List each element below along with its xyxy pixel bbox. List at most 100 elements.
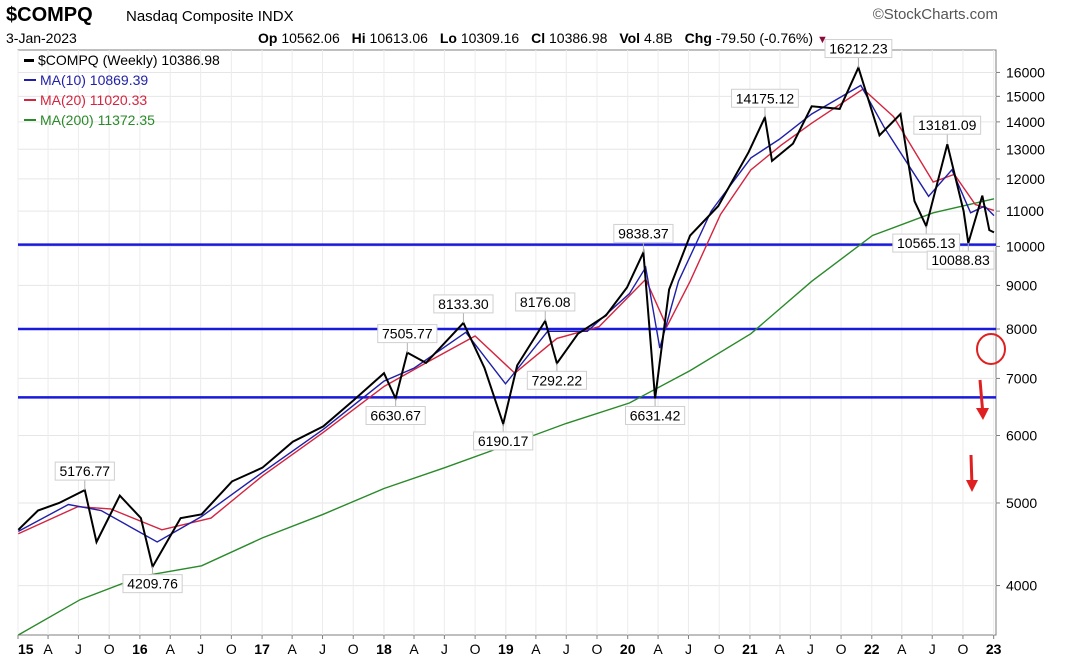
annotation-label: 5176.77 — [59, 463, 110, 479]
x-tick-label: J — [441, 641, 448, 657]
annotation-box — [613, 223, 674, 243]
y-tick-label: 6000 — [1006, 427, 1037, 443]
close-label: Cl — [531, 30, 546, 46]
y-tick-label: 14000 — [1006, 114, 1045, 130]
y-tick-label: 8000 — [1006, 321, 1037, 337]
quote-date: 3-Jan-2023 — [6, 30, 77, 46]
down-triangle-icon: ▼ — [816, 34, 828, 46]
x-tick-label: 19 — [498, 641, 514, 657]
y-tick-label: 12000 — [1006, 171, 1045, 187]
x-tick-label: J — [197, 641, 204, 657]
x-tick-label: O — [104, 641, 115, 657]
legend-ma20: MA(20) 11020.33 — [40, 92, 147, 108]
x-tick-label: J — [563, 641, 570, 657]
low-label: Lo — [439, 30, 457, 46]
x-tick-label: J — [807, 641, 814, 657]
y-tick-label: 16000 — [1006, 64, 1045, 80]
annotation-box — [473, 431, 534, 451]
price-annotations: 5176.77 4209.76 6630.67 7505.77 8133.30 6190.… — [54, 39, 995, 594]
open-value: 10562.06 — [281, 30, 340, 46]
annotation-box — [824, 39, 893, 59]
y-axis: 4000 5000 6000 7000 8000 9000 10000 11000 12000 1… — [996, 64, 1045, 594]
x-tick-label: 17 — [254, 641, 270, 657]
moving-average-line — [17, 84, 995, 543]
high-value: 10613.06 — [369, 30, 428, 46]
annotation-box — [926, 250, 995, 270]
index-name-text: Nasdaq Composite — [126, 8, 254, 25]
ticker-symbol: $COMPQ — [6, 4, 93, 26]
x-axis: 15 A J O 16 A J O 17 A J O 18 A J O 19 A J O 20 A J O 21 A J O 22 A J O… — [17, 635, 1002, 657]
x-tick-label: 22 — [864, 641, 880, 657]
x-tick-label: O — [470, 641, 481, 657]
annotation-box — [892, 233, 961, 253]
x-tick-label: A — [775, 641, 785, 657]
x-tick-label: A — [166, 641, 176, 657]
annotation-box — [54, 461, 115, 481]
annotation-box — [122, 574, 183, 594]
brand-name: StockCharts.com — [883, 6, 998, 23]
change-value: -79.50 (-0.76%) — [715, 30, 814, 46]
annotation-box — [731, 88, 799, 108]
y-tick-label: 15000 — [1006, 88, 1045, 104]
legend-swatch — [24, 59, 34, 62]
high-label: Hi — [351, 30, 366, 46]
open-label: Op — [258, 30, 278, 46]
annotation-box — [624, 405, 686, 425]
x-tick-label: 15 — [18, 641, 34, 657]
arrow-head — [976, 408, 989, 420]
annotation-label: 7505.77 — [382, 326, 433, 342]
annotation-box — [515, 292, 576, 312]
legend-ma10: MA(10) 10869.39 — [40, 72, 148, 88]
annotation-label: 6190.17 — [478, 433, 529, 449]
annotation-label: 16212.23 — [829, 41, 888, 57]
annotation-label: 7292.22 — [532, 372, 583, 388]
y-tick-label: 11000 — [1006, 203, 1044, 219]
x-tick-label: 23 — [986, 641, 1002, 657]
arrow-head — [966, 480, 978, 492]
support-lines — [18, 243, 996, 399]
y-tick-label: 4000 — [1006, 578, 1037, 594]
x-tick-label: O — [714, 641, 725, 657]
price-line — [17, 64, 995, 570]
x-tick-label: 16 — [132, 641, 148, 657]
exchange-code: INDX — [257, 8, 294, 25]
annotation-label: 9838.37 — [618, 225, 669, 241]
annotation-box — [526, 370, 588, 390]
annotation-label: 10565.13 — [897, 235, 956, 251]
annotation-box — [433, 294, 494, 314]
legend-ma200: MA(200) 11372.35 — [40, 112, 155, 128]
annotation-label: 4209.76 — [127, 576, 178, 592]
moving-average-line — [18, 88, 995, 535]
close-value: 10386.98 — [549, 30, 608, 46]
trend-markers — [966, 333, 1006, 492]
y-tick-label: 5000 — [1006, 495, 1037, 511]
x-tick-label: J — [685, 641, 692, 657]
annotation-label: 14175.12 — [736, 90, 795, 106]
annotation-label: 13181.09 — [918, 117, 977, 133]
x-tick-label: O — [348, 641, 359, 657]
annotation-label: 8133.30 — [438, 296, 489, 312]
x-tick-label: A — [287, 641, 297, 657]
x-tick-label: 20 — [620, 641, 636, 657]
y-tick-label: 7000 — [1006, 370, 1037, 386]
x-tick-label: O — [592, 641, 603, 657]
x-tick-label: O — [836, 641, 847, 657]
plot-area — [17, 49, 997, 636]
highlight-circle — [976, 333, 1006, 365]
x-tick-label: A — [43, 641, 53, 657]
low-value: 10309.16 — [460, 30, 520, 46]
annotation-label: 8176.08 — [520, 294, 571, 310]
x-tick-label: A — [409, 641, 419, 657]
quote-line: Op 10562.06 Hi 10613.06 Lo 10309.16 Cl 1… — [258, 30, 828, 46]
brand-logo[interactable]: ©StockCharts.com — [873, 6, 998, 23]
x-tick-label: J — [319, 641, 326, 657]
legend-price: $COMPQ (Weekly) 10386.98 — [38, 52, 220, 68]
annotation-label: 6631.42 — [630, 407, 681, 423]
annotation-box — [913, 115, 982, 135]
annotation-label: 6630.67 — [370, 407, 421, 423]
copyright-icon: © — [872, 6, 884, 23]
x-tick-label: 18 — [376, 641, 392, 657]
volume-value: 4.8B — [643, 30, 673, 46]
y-tick-label: 10000 — [1006, 238, 1045, 254]
